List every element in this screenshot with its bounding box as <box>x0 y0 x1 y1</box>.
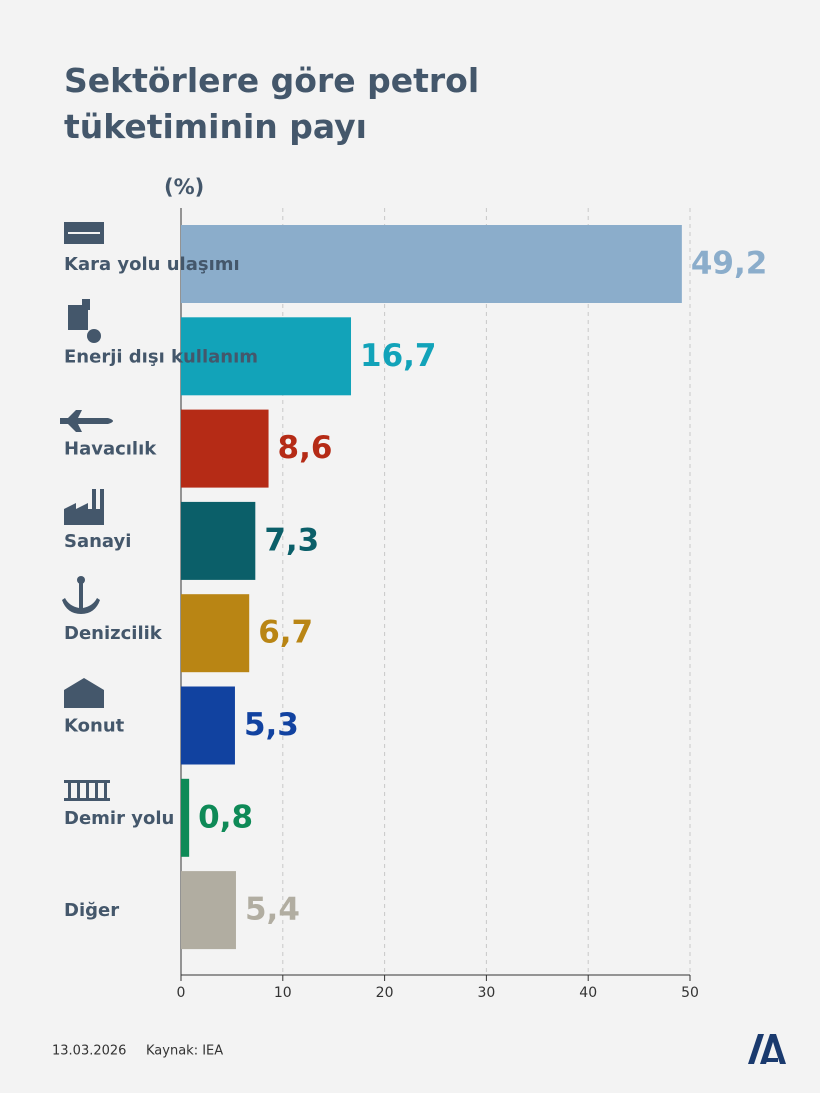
x-tick-label: 0 <box>177 985 186 1001</box>
bar <box>181 778 190 857</box>
category-label: Demir yolu <box>64 808 174 829</box>
value-label: 16,7 <box>360 338 437 374</box>
category-label: Diğer <box>64 900 119 921</box>
x-tick-label: 40 <box>579 985 597 1001</box>
value-label: 7,3 <box>264 522 319 558</box>
x-tick-label: 10 <box>274 985 292 1001</box>
chart-title: Sektörlere göre petrol tüketiminin payı <box>64 61 480 146</box>
bar <box>181 686 235 765</box>
value-label: 5,3 <box>244 707 299 743</box>
bar <box>181 225 682 303</box>
icons <box>60 222 113 801</box>
logo <box>748 1034 786 1064</box>
house-icon <box>64 678 104 708</box>
value-label: 8,6 <box>278 430 333 466</box>
category-label: Denizcilik <box>64 623 163 644</box>
unit-label: (%) <box>164 175 204 199</box>
bar <box>181 871 236 950</box>
value-label: 0,8 <box>198 799 253 835</box>
plane-icon <box>60 410 113 432</box>
drop-icon <box>87 329 101 343</box>
source: Kaynak: IEA <box>146 1044 223 1059</box>
factory-icon <box>64 489 104 525</box>
x-tick-label: 30 <box>477 985 495 1001</box>
category-label: Konut <box>64 716 125 737</box>
value-label: 49,2 <box>691 246 768 282</box>
bar <box>181 501 256 580</box>
value-label: 5,4 <box>245 892 300 928</box>
road-icon <box>68 232 100 234</box>
bar <box>181 317 352 396</box>
category-label: Sanayi <box>64 531 131 552</box>
rail-icon <box>68 780 107 801</box>
value-label: 6,7 <box>258 615 313 651</box>
x-tick-label: 20 <box>376 985 394 1001</box>
bar <box>181 594 250 673</box>
category-label: Enerji dışı kullanım <box>64 346 258 367</box>
logo-shape <box>748 1034 786 1064</box>
factory-icon <box>68 299 90 330</box>
anchor-icon <box>77 576 85 584</box>
bar <box>181 409 269 488</box>
anchor-icon <box>62 578 100 614</box>
x-tick-label: 50 <box>681 985 699 1001</box>
category-label: Kara yolu ulaşımı <box>64 254 240 275</box>
category-label: Havacılık <box>64 439 157 460</box>
date: 13.03.2026 <box>52 1044 126 1059</box>
